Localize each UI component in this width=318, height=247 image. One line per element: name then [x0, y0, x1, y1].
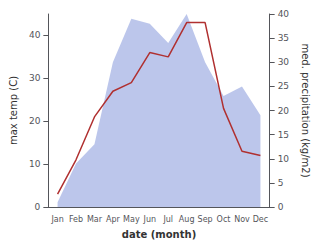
svg-text:Feb: Feb: [69, 215, 83, 224]
svg-text:40: 40: [278, 9, 290, 19]
svg-text:Mar: Mar: [87, 215, 103, 224]
svg-text:40: 40: [29, 30, 41, 40]
svg-text:5: 5: [278, 178, 284, 188]
svg-text:20: 20: [29, 116, 41, 126]
svg-text:Jun: Jun: [143, 215, 157, 224]
svg-text:30: 30: [29, 73, 41, 83]
svg-text:Apr: Apr: [106, 215, 121, 224]
svg-text:Oct: Oct: [217, 215, 231, 224]
svg-text:30: 30: [278, 57, 290, 67]
svg-text:max temp (C): max temp (C): [8, 76, 19, 145]
svg-text:med. precipitation (kg/m2): med. precipitation (kg/m2): [300, 43, 311, 177]
svg-text:Aug: Aug: [179, 215, 195, 224]
svg-text:Jan: Jan: [50, 215, 63, 224]
svg-text:0: 0: [278, 202, 284, 212]
svg-text:10: 10: [29, 159, 41, 169]
svg-text:Jul: Jul: [162, 215, 173, 224]
svg-text:Nov: Nov: [234, 215, 250, 224]
svg-text:Dec: Dec: [253, 215, 268, 224]
svg-text:May: May: [123, 215, 140, 224]
svg-text:15: 15: [278, 130, 289, 140]
svg-text:0: 0: [35, 202, 41, 212]
svg-text:Sep: Sep: [198, 215, 213, 224]
svg-text:20: 20: [278, 106, 290, 116]
svg-text:date (month): date (month): [122, 229, 196, 240]
svg-text:25: 25: [278, 81, 289, 91]
svg-text:10: 10: [278, 154, 290, 164]
svg-text:35: 35: [278, 33, 289, 43]
